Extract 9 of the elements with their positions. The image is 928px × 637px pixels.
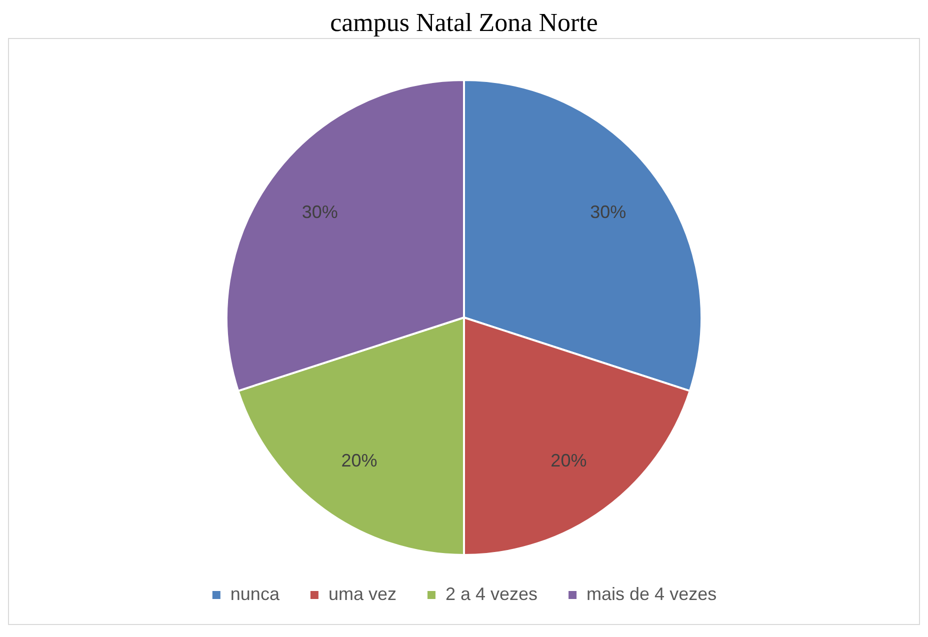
chart-title: campus Natal Zona Norte bbox=[329, 8, 599, 38]
legend-label: uma vez bbox=[328, 584, 396, 604]
legend-label: mais de 4 vezes bbox=[586, 584, 717, 604]
data-label: 20% bbox=[550, 450, 587, 471]
legend-label: nunca bbox=[230, 584, 280, 604]
data-label: 20% bbox=[341, 450, 378, 471]
data-label: 30% bbox=[302, 202, 338, 222]
legend-label: 2 a 4 vezes bbox=[445, 584, 538, 604]
data-label: 30% bbox=[590, 202, 626, 222]
